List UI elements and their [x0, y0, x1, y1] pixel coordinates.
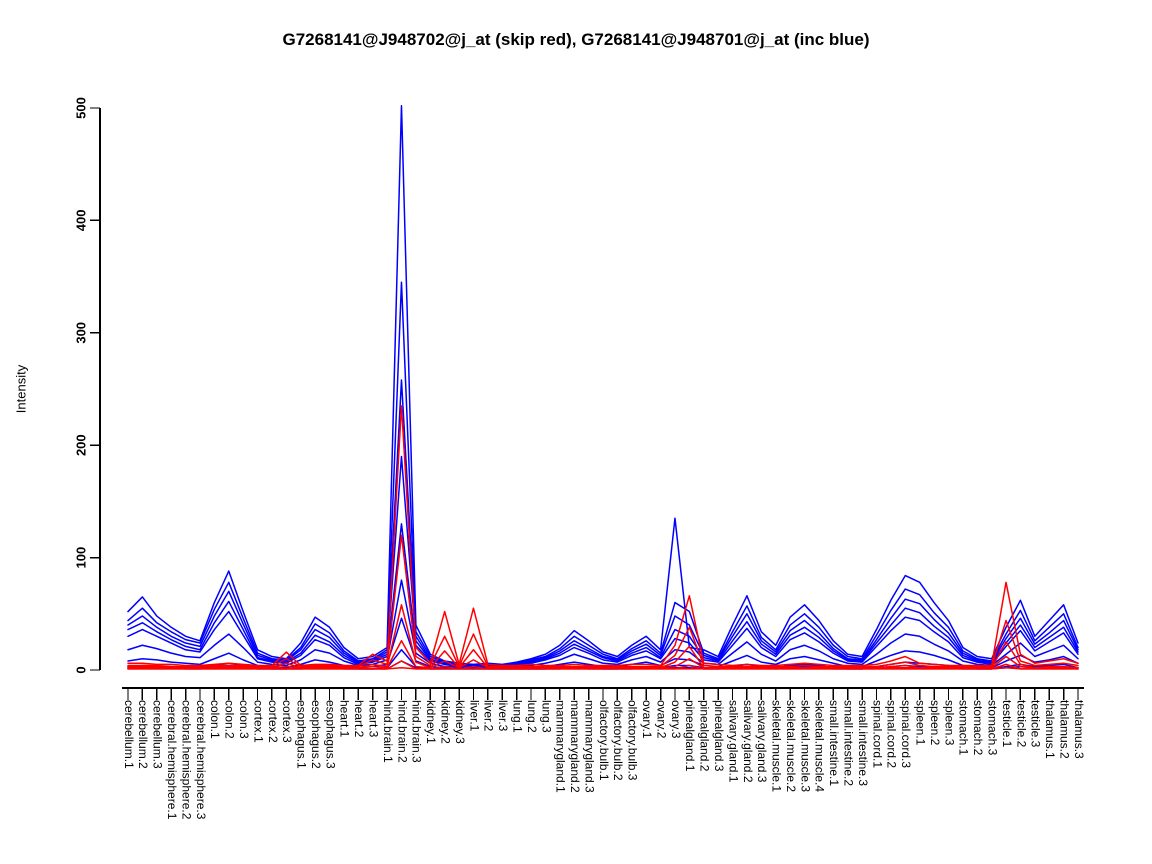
x-tick-label: ovary.1	[640, 700, 654, 739]
x-tick-label: heart.2	[352, 700, 366, 738]
x-tick-label: cerebral.hemisphere.3	[194, 700, 208, 820]
x-tick-label: colon.3	[237, 700, 251, 739]
x-tick-label: skeletal.muscle.3	[798, 700, 812, 792]
x-tick-label: heart.1	[338, 700, 352, 738]
x-tick-label: esophagus.3	[323, 700, 337, 769]
x-tick-label: cortex.3	[280, 700, 294, 743]
x-tick-label: testicle.1	[1000, 700, 1014, 748]
x-tick-label: kidney.3	[453, 700, 467, 744]
x-tick-label: salivary.gland.1	[726, 700, 740, 783]
x-tick-label: spinal.cord.2	[885, 700, 899, 768]
x-tick-label: skeletal.muscle.4	[813, 700, 827, 792]
series-layer	[127, 105, 1079, 670]
x-tick-label: cortex.2	[266, 700, 280, 743]
x-tick-label: thalamus.2	[1057, 700, 1071, 759]
x-tick-label: mammarygland.1	[554, 700, 568, 793]
page-title: G7268141@J948702@j_at (skip red), G72681…	[282, 30, 870, 49]
y-axis-title: Intensity	[13, 364, 28, 413]
x-tick-label: liver.1	[467, 700, 481, 732]
x-tick-label: kidney.2	[438, 700, 452, 744]
x-tick-label: ovary.2	[654, 700, 668, 739]
x-tick-label: cerebellum.1	[122, 700, 136, 769]
x-tick-label: skeletal.muscle.1	[770, 700, 784, 792]
x-tick-label: small.intestine.1	[827, 700, 841, 786]
y-tick-label: 0	[73, 666, 88, 673]
x-tick-label: stomach.1	[957, 700, 971, 756]
series-line-inc-blue-4	[127, 455, 1079, 668]
y-tick-label: 500	[73, 97, 88, 119]
x-tick-label: hind.brain.3	[410, 700, 424, 763]
x-tick-label: lung.3	[539, 700, 553, 733]
x-tick-label: spleen.2	[928, 700, 942, 746]
x-tick-label: heart.3	[367, 700, 381, 738]
x-tick-label: liver.2	[482, 700, 496, 732]
x-tick-label: lung.2	[525, 700, 539, 733]
x-tick-label: stomach.2	[971, 700, 985, 756]
x-tick-label: pinealgland.2	[698, 700, 712, 772]
x-tick-label: lung.1	[510, 700, 524, 733]
x-tick-label: salivary.gland.2	[741, 700, 755, 783]
x-tick-label: cerebellum.3	[151, 700, 165, 769]
y-tick-label: 200	[73, 434, 88, 456]
series-line-skip-red-1	[127, 405, 1079, 667]
x-tick-label: esophagus.1	[295, 700, 309, 769]
x-tick-label: liver.3	[496, 700, 510, 732]
x-tick-label: olfactory.bulb.3	[626, 700, 640, 781]
series-line-skip-red-2	[127, 534, 1079, 668]
x-tick-label: salivary.gland.3	[755, 700, 769, 783]
series-line-inc-blue-6	[127, 579, 1079, 669]
x-tick-label: pinealgland.3	[712, 700, 726, 772]
x-tick-label: spinal.cord.1	[870, 700, 884, 768]
x-tick-label: kidney.1	[424, 700, 438, 744]
series-line-inc-blue-3	[127, 379, 1079, 667]
y-tick-label: 100	[73, 547, 88, 569]
x-tick-label: mammarygland.2	[568, 700, 582, 793]
x-tick-label: cerebral.hemisphere.1	[165, 700, 179, 820]
x-tick-label: skeletal.muscle.2	[784, 700, 798, 792]
x-tick-label: colon.2	[223, 700, 237, 739]
x-axis	[122, 687, 1084, 700]
y-axis: 0 100 200 300 400 500	[73, 97, 101, 674]
x-tick-label: spinal.cord.3	[899, 700, 913, 768]
x-tick-label: spleen.3	[942, 700, 956, 746]
y-tick-label: 400	[73, 210, 88, 232]
x-tick-label: cortex.1	[251, 700, 265, 743]
x-tick-label: cerebellum.2	[136, 700, 150, 769]
y-tick-label: 300	[73, 322, 88, 344]
x-tick-label: olfactory.bulb.2	[611, 700, 625, 781]
x-tick-label: stomach.3	[985, 700, 999, 756]
x-tick-label: ovary.3	[669, 700, 683, 739]
x-tick-label: mammarygland.3	[582, 700, 596, 793]
x-tick-label: thalamus.3	[1072, 700, 1086, 759]
x-tick-label: cerebral.hemisphere.2	[179, 700, 193, 820]
x-tick-label: spleen.1	[913, 700, 927, 746]
series-line-inc-blue-1	[127, 105, 1079, 666]
x-tick-label: hind.brain.1	[381, 700, 395, 763]
x-tick-label: small.intestine.3	[856, 700, 870, 786]
series-line-inc-blue-2	[127, 281, 1079, 667]
y-axis-title-text: Intensity	[13, 364, 28, 413]
x-tick-label: pinealgland.1	[683, 700, 697, 772]
series-line-skip-red-4	[127, 640, 1079, 669]
x-tick-label: esophagus.2	[309, 700, 323, 769]
x-tick-label: olfactory.bulb.1	[597, 700, 611, 781]
x-tick-labels: cerebellum.1 cerebellum.2 cerebellum.3 cere…	[122, 700, 1086, 820]
x-tick-label: colon.1	[208, 700, 222, 739]
x-tick-label: testicle.3	[1029, 700, 1043, 748]
x-tick-label: hind.brain.2	[395, 700, 409, 763]
x-tick-label: testicle.2	[1014, 700, 1028, 748]
series-line-skip-red-6	[127, 667, 1079, 670]
x-tick-label: thalamus.1	[1043, 700, 1057, 759]
x-tick-label: small.intestine.2	[842, 700, 856, 786]
